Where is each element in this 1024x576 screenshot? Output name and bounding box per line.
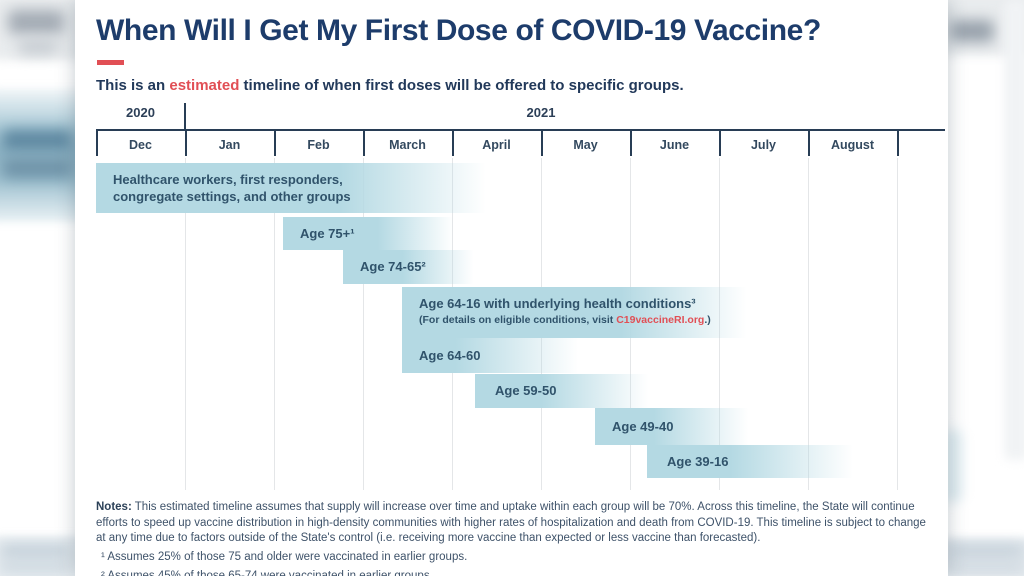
gridline <box>274 158 275 490</box>
blur-blob <box>2 158 72 178</box>
axis-tick <box>363 129 365 156</box>
subtitle-highlight: estimated <box>169 77 240 94</box>
axis-tick <box>185 129 187 156</box>
axis-tick <box>452 129 454 156</box>
timeline-bar-age-64-60: Age 64-60 <box>402 338 580 373</box>
month-label-may: May <box>573 138 598 152</box>
blur-blob <box>18 40 58 54</box>
notes-label: Notes: <box>96 501 132 513</box>
subtitle-prefix: This is an <box>96 77 170 94</box>
notes-body: This estimated timeline assumes that sup… <box>96 501 926 544</box>
blur-blob <box>0 562 70 571</box>
timeline-bar-healthcare-workers: Healthcare workers, first responders, co… <box>96 163 490 213</box>
blur-blob <box>2 130 72 150</box>
bar-label-line1: Age 64-16 with underlying health conditi… <box>419 296 696 311</box>
bar-label-line2: (For details on eligible conditions, vis… <box>419 312 750 328</box>
title-accent-dash <box>97 60 124 65</box>
bar-label: Age 74-65² <box>360 259 426 274</box>
bar-label-line2: congregate settings, and other groups <box>113 189 351 204</box>
subtitle-suffix: timeline of when first doses will be off… <box>239 77 684 94</box>
bar-sub-prefix: (For details on eligible conditions, vis… <box>419 314 617 326</box>
timeline-bar-age-64-16-conditions: Age 64-16 with underlying health conditi… <box>402 287 750 338</box>
axis-tick <box>630 129 632 156</box>
blur-blob <box>1004 0 1024 460</box>
month-label-june: June <box>659 138 690 152</box>
month-label-feb: Feb <box>307 138 330 152</box>
blurred-background-left <box>0 0 75 576</box>
blur-blob <box>950 20 994 42</box>
year-label-2020: 2020 <box>126 105 155 120</box>
axis-tick <box>808 129 810 156</box>
timeline-bar-age-49-40: Age 49-40 <box>595 408 750 445</box>
blur-blob <box>0 546 70 556</box>
blurred-background-right <box>948 0 1024 576</box>
gridline <box>808 158 809 490</box>
bar-label: Age 59-50 <box>495 383 557 398</box>
year-divider <box>184 103 186 130</box>
month-label-april: April <box>482 138 511 152</box>
vaccine-url-text: C19vaccineRI.org <box>616 314 705 326</box>
infographic-panel: When Will I Get My First Dose of COVID-1… <box>75 0 948 576</box>
gridline <box>897 158 898 490</box>
axis-tick <box>96 129 98 156</box>
bar-label: Age 39-16 <box>667 454 729 469</box>
gridline <box>185 158 186 490</box>
bar-label: Age 64-60 <box>419 348 481 363</box>
year-label-2021: 2021 <box>526 105 556 120</box>
blur-blob <box>948 430 962 502</box>
blur-blob <box>8 10 64 34</box>
blur-blob <box>948 546 1024 556</box>
timeline-bar-age-74-65: Age 74-65² <box>343 250 475 284</box>
axis-tick <box>719 129 721 156</box>
axis-tick <box>274 129 276 156</box>
month-label-dec: Dec <box>129 138 152 152</box>
subtitle: This is an estimated timeline of when fi… <box>96 77 684 94</box>
timeline-bar-age-75-plus: Age 75+¹ <box>283 217 455 250</box>
gridline <box>363 158 364 490</box>
month-label-august: August <box>830 138 875 152</box>
footnote-2: ² Assumes 45% of those 65-74 were vaccin… <box>101 570 433 576</box>
bar-label: Age 49-40 <box>612 419 674 434</box>
timeline-bar-age-59-50: Age 59-50 <box>475 374 650 408</box>
timeline-axis <box>96 129 945 131</box>
timeline-bar-age-39-16: Age 39-16 <box>647 445 855 478</box>
month-label-july: July <box>750 138 776 152</box>
page-title: When Will I Get My First Dose of COVID-1… <box>96 14 821 47</box>
axis-tick <box>897 129 899 156</box>
notes-paragraph: Notes: This estimated timeline assumes t… <box>96 500 932 547</box>
bar-label: Age 75+¹ <box>300 226 355 241</box>
axis-tick <box>541 129 543 156</box>
blur-blob <box>948 562 1024 571</box>
blur-blob <box>0 88 75 222</box>
bar-label-line1: Healthcare workers, first responders, <box>113 172 343 187</box>
footnote-1: ¹ Assumes 25% of those 75 and older were… <box>101 551 468 563</box>
month-label-jan: Jan <box>218 138 241 152</box>
bar-sub-suffix: .) <box>704 314 711 326</box>
month-label-march: March <box>389 138 426 152</box>
